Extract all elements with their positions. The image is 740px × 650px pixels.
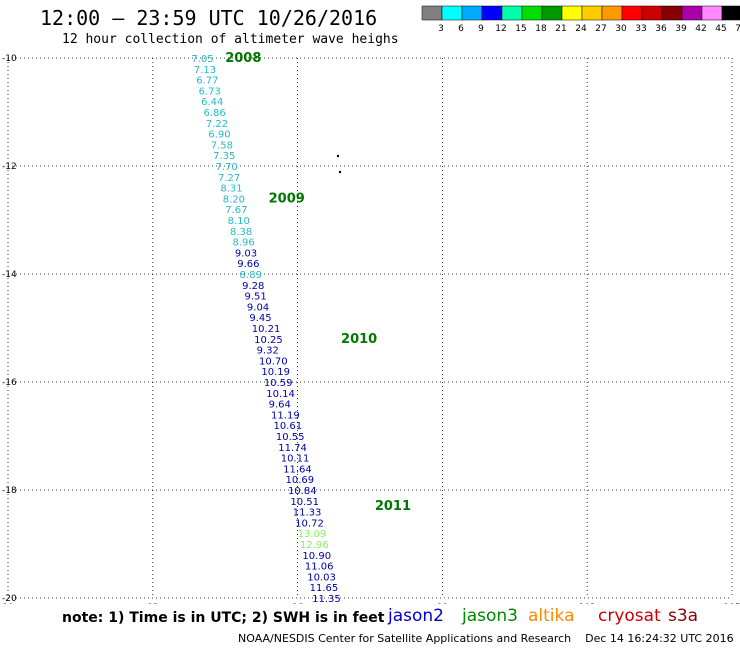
- wave-height-value: 10.90: [302, 551, 331, 562]
- time-label: 2010: [341, 332, 377, 347]
- colorbar-label: 39: [675, 24, 687, 34]
- wave-height-value: 12.96: [300, 540, 329, 551]
- wave-height-value: 8.31: [220, 184, 242, 195]
- time-label: 2011: [375, 499, 411, 514]
- wave-height-value: 11.33: [293, 508, 322, 519]
- wave-height-value: 9.66: [237, 259, 259, 270]
- lon-tick-label: 96: [292, 603, 304, 604]
- wave-height-value: 9.28: [242, 281, 264, 292]
- legend-jason3: jason3: [462, 606, 518, 626]
- colorbar-label: 6: [458, 24, 464, 34]
- wave-height-value: 7.70: [216, 162, 238, 173]
- lon-tick-label: 90: [2, 603, 14, 604]
- wave-height-value: 7.13: [194, 65, 216, 76]
- legend-s3a: s3a: [668, 606, 699, 626]
- colorbar-label: 9: [478, 24, 484, 34]
- wave-height-value: 10.14: [266, 389, 295, 400]
- lat-tick-label: -20: [2, 594, 17, 604]
- colorbar-label: 24: [575, 24, 587, 34]
- wave-height-value: 10.51: [290, 497, 319, 508]
- footer-credit: NOAA/NESDIS Center for Satellite Applica…: [238, 632, 734, 645]
- colorbar-label: 21: [555, 24, 566, 34]
- island-mark: [338, 170, 342, 174]
- wave-height-value: 7.35: [213, 151, 235, 162]
- wave-height-value: 9.51: [245, 292, 267, 303]
- wave-height-value: 9.04: [247, 302, 269, 313]
- legend-cryosat: cryosat: [598, 606, 661, 626]
- wave-height-value: 11.74: [278, 443, 307, 454]
- colorbar-label: 70: [735, 24, 740, 34]
- legend-altika: altika: [528, 606, 575, 626]
- wave-height-value: 7.27: [218, 173, 240, 184]
- wave-height-value: 10.55: [276, 432, 305, 443]
- wave-height-value: 6.86: [203, 108, 225, 119]
- lon-tick-label: 102: [579, 603, 596, 604]
- lat-tick-label: -16: [2, 378, 17, 388]
- colorbar-label: 36: [655, 24, 667, 34]
- wave-height-value: 7.67: [225, 205, 247, 216]
- lat-tick-label: -12: [2, 162, 17, 172]
- colorbar-label: 42: [695, 24, 706, 34]
- wave-height-value: 7.05: [191, 54, 213, 65]
- wave-height-value: 8.20: [223, 194, 245, 205]
- wave-height-value: 10.70: [259, 356, 288, 367]
- wave-height-value: 6.77: [196, 76, 218, 87]
- wave-height-value: 6.73: [199, 86, 221, 97]
- wave-height-value: 8.38: [230, 227, 252, 238]
- wave-height-value: 10.84: [288, 486, 317, 497]
- wave-height-value: 9.03: [235, 248, 257, 259]
- wave-height-value: 10.19: [261, 367, 290, 378]
- legend-jason2: jason2: [388, 606, 444, 626]
- wave-height-value: 6.44: [201, 97, 223, 108]
- wave-height-value: 10.72: [295, 518, 324, 529]
- wave-height-value: 8.89: [240, 270, 262, 281]
- wave-height-value: 10.03: [307, 572, 336, 583]
- legend-note: note: 1) Time is in UTC; 2) SWH is in fe…: [62, 610, 385, 626]
- lon-tick-label: 105: [723, 603, 740, 604]
- lat-tick-label: -14: [2, 270, 17, 280]
- colorbar-label: 12: [495, 24, 506, 34]
- colorbar-label: 18: [535, 24, 547, 34]
- colorbar-swatch: [721, 5, 740, 21]
- wave-height-value: 10.11: [281, 454, 310, 465]
- wave-height-value: 10.59: [264, 378, 293, 389]
- wave-height-value: 8.10: [228, 216, 250, 227]
- lon-tick-label: 93: [147, 603, 158, 604]
- colorbar: 36912151821242730333639424570(ft): [421, 5, 740, 34]
- colorbar-label: 45: [715, 24, 726, 34]
- wave-height-map: -10 -12 -14 -16 -18 -2090 93 96 99 102 105 7.057.13…: [2, 51, 740, 604]
- time-label: 2009: [269, 191, 305, 206]
- colorbar-label: 33: [635, 24, 646, 34]
- map-subtitle: 12 hour collection of altimeter wave hei…: [62, 32, 399, 47]
- wave-height-value: 11.35: [312, 594, 341, 604]
- lat-tick-label: -18: [2, 486, 17, 496]
- colorbar-label: 30: [615, 24, 627, 34]
- wave-height-value: 10.25: [254, 335, 283, 346]
- lon-tick-label: 99: [437, 603, 449, 604]
- time-label: 2008: [225, 51, 261, 66]
- wave-height-value: 6.90: [208, 130, 230, 141]
- wave-height-value: 10.69: [286, 475, 315, 486]
- wave-height-value: 13.09: [298, 529, 327, 540]
- wave-height-value: 11.06: [305, 562, 334, 573]
- wave-height-value: 8.96: [232, 238, 254, 249]
- colorbar-label: 15: [515, 24, 526, 34]
- wave-height-value: 9.64: [269, 400, 291, 411]
- wave-height-value: 9.45: [249, 313, 271, 324]
- wave-height-value: 10.21: [252, 324, 281, 335]
- colorbar-label: 3: [438, 24, 444, 34]
- colorbar-label: 27: [595, 24, 606, 34]
- wave-height-value: 11.64: [283, 464, 312, 475]
- wave-height-value: 11.65: [310, 583, 339, 594]
- wave-height-value: 10.61: [273, 421, 302, 432]
- map-title: 12:00 – 23:59 UTC 10/26/2016: [40, 6, 378, 30]
- wave-height-value: 7.58: [211, 140, 233, 151]
- lat-tick-label: -10: [2, 54, 17, 64]
- island-mark: [336, 154, 340, 158]
- wave-height-value: 11.19: [271, 410, 300, 421]
- wave-height-value: 7.22: [206, 119, 228, 130]
- wave-height-value: 9.32: [257, 346, 279, 357]
